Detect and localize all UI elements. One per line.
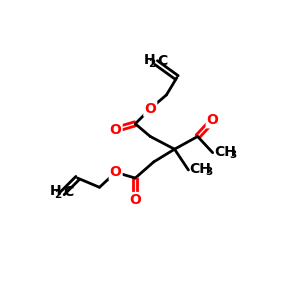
Text: 2: 2 <box>148 59 155 69</box>
Text: O: O <box>129 193 141 207</box>
Text: C: C <box>157 54 167 68</box>
Text: 2: 2 <box>54 190 62 200</box>
Text: C: C <box>64 185 74 199</box>
Text: O: O <box>110 165 122 179</box>
Text: CH: CH <box>190 162 211 176</box>
Text: H: H <box>143 53 155 67</box>
Text: O: O <box>110 123 122 136</box>
Text: O: O <box>207 113 219 127</box>
Text: H: H <box>50 184 62 198</box>
Text: 3: 3 <box>229 150 236 160</box>
Text: O: O <box>144 102 156 116</box>
Text: 3: 3 <box>205 167 212 177</box>
Text: CH: CH <box>214 145 236 158</box>
